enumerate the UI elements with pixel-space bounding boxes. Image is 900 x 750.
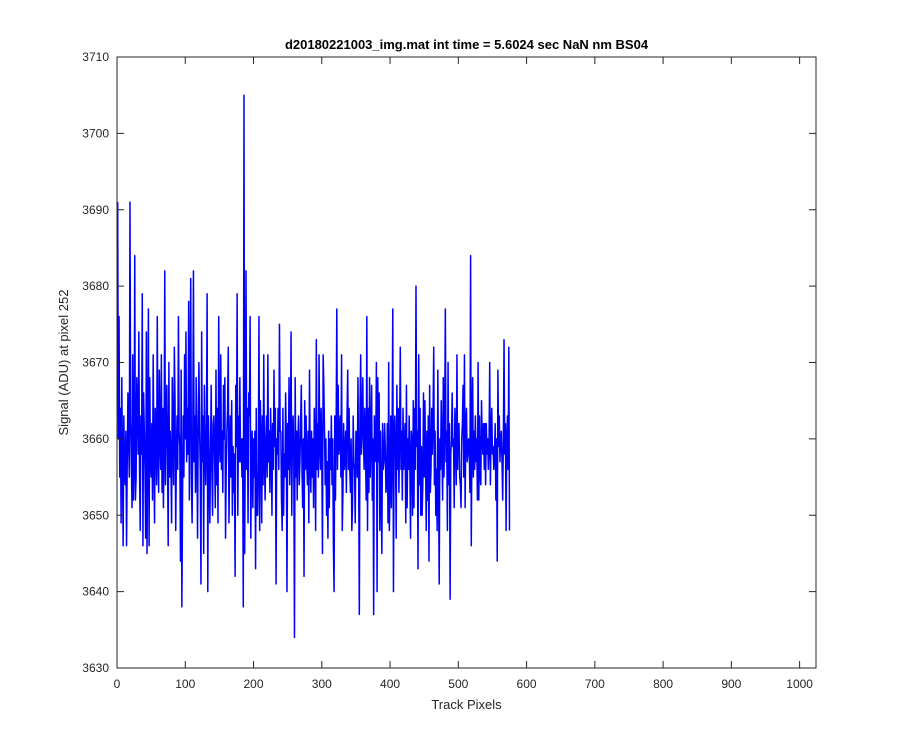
- x-tick-label-800: 800: [653, 677, 673, 691]
- x-tick-label-500: 500: [448, 677, 468, 691]
- x-axis-ticks: 0 100 200 300 400 500 600 700 800 900 1000: [114, 57, 813, 691]
- series-layer: [116, 94, 511, 639]
- y-tick-label-3640: 3640: [82, 585, 109, 599]
- x-tick-label-900: 900: [721, 677, 741, 691]
- x-axis-label: Track Pixels: [431, 697, 502, 712]
- plot-area: [117, 57, 816, 668]
- chart-title: d20180221003_img.mat int time = 5.6024 s…: [285, 37, 649, 52]
- y-tick-label-3670: 3670: [82, 356, 109, 370]
- y-axis-label: Signal (ADU) at pixel 252: [56, 290, 71, 436]
- x-tick-label-600: 600: [517, 677, 537, 691]
- x-tick-label-200: 200: [244, 677, 264, 691]
- y-tick-label-3650: 3650: [82, 508, 109, 522]
- y-tick-label-3710: 3710: [82, 50, 109, 64]
- series-line-1: [116, 94, 511, 639]
- y-tick-label-3680: 3680: [82, 279, 109, 293]
- y-axis-ticks: 3630 3640 3650 3660 3670 3680 3690 3700 3710: [82, 50, 816, 675]
- y-tick-label-3660: 3660: [82, 432, 109, 446]
- y-tick-label-3690: 3690: [82, 203, 109, 217]
- x-tick-label-700: 700: [585, 677, 605, 691]
- x-tick-label-0: 0: [114, 677, 121, 691]
- x-tick-label-400: 400: [380, 677, 400, 691]
- y-tick-label-3700: 3700: [82, 126, 109, 140]
- x-tick-label-1000: 1000: [786, 677, 813, 691]
- x-tick-label-100: 100: [175, 677, 195, 691]
- x-tick-label-300: 300: [312, 677, 332, 691]
- y-tick-label-3630: 3630: [82, 661, 109, 675]
